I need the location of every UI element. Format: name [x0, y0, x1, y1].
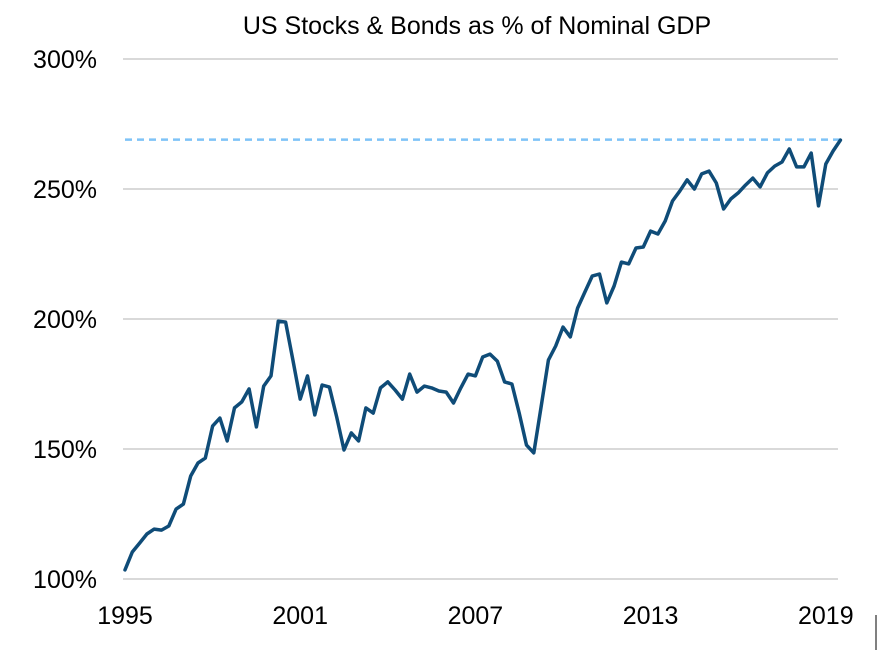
y-tick-label: 200%	[33, 306, 97, 334]
series-line	[123, 138, 843, 572]
y-tick-label: 100%	[33, 566, 97, 594]
y-tick-label: 250%	[33, 176, 97, 204]
x-tick-label: 2019	[798, 602, 854, 630]
x-tick-label: 2007	[448, 602, 504, 630]
y-tick-label: 300%	[33, 46, 97, 74]
x-tick-label: 2013	[623, 602, 679, 630]
y-tick-label: 150%	[33, 436, 97, 464]
x-tick-label: 2001	[272, 602, 328, 630]
x-tick-label: 1995	[97, 602, 153, 630]
chart-title: US Stocks & Bonds as % of Nominal GDP	[243, 12, 711, 40]
